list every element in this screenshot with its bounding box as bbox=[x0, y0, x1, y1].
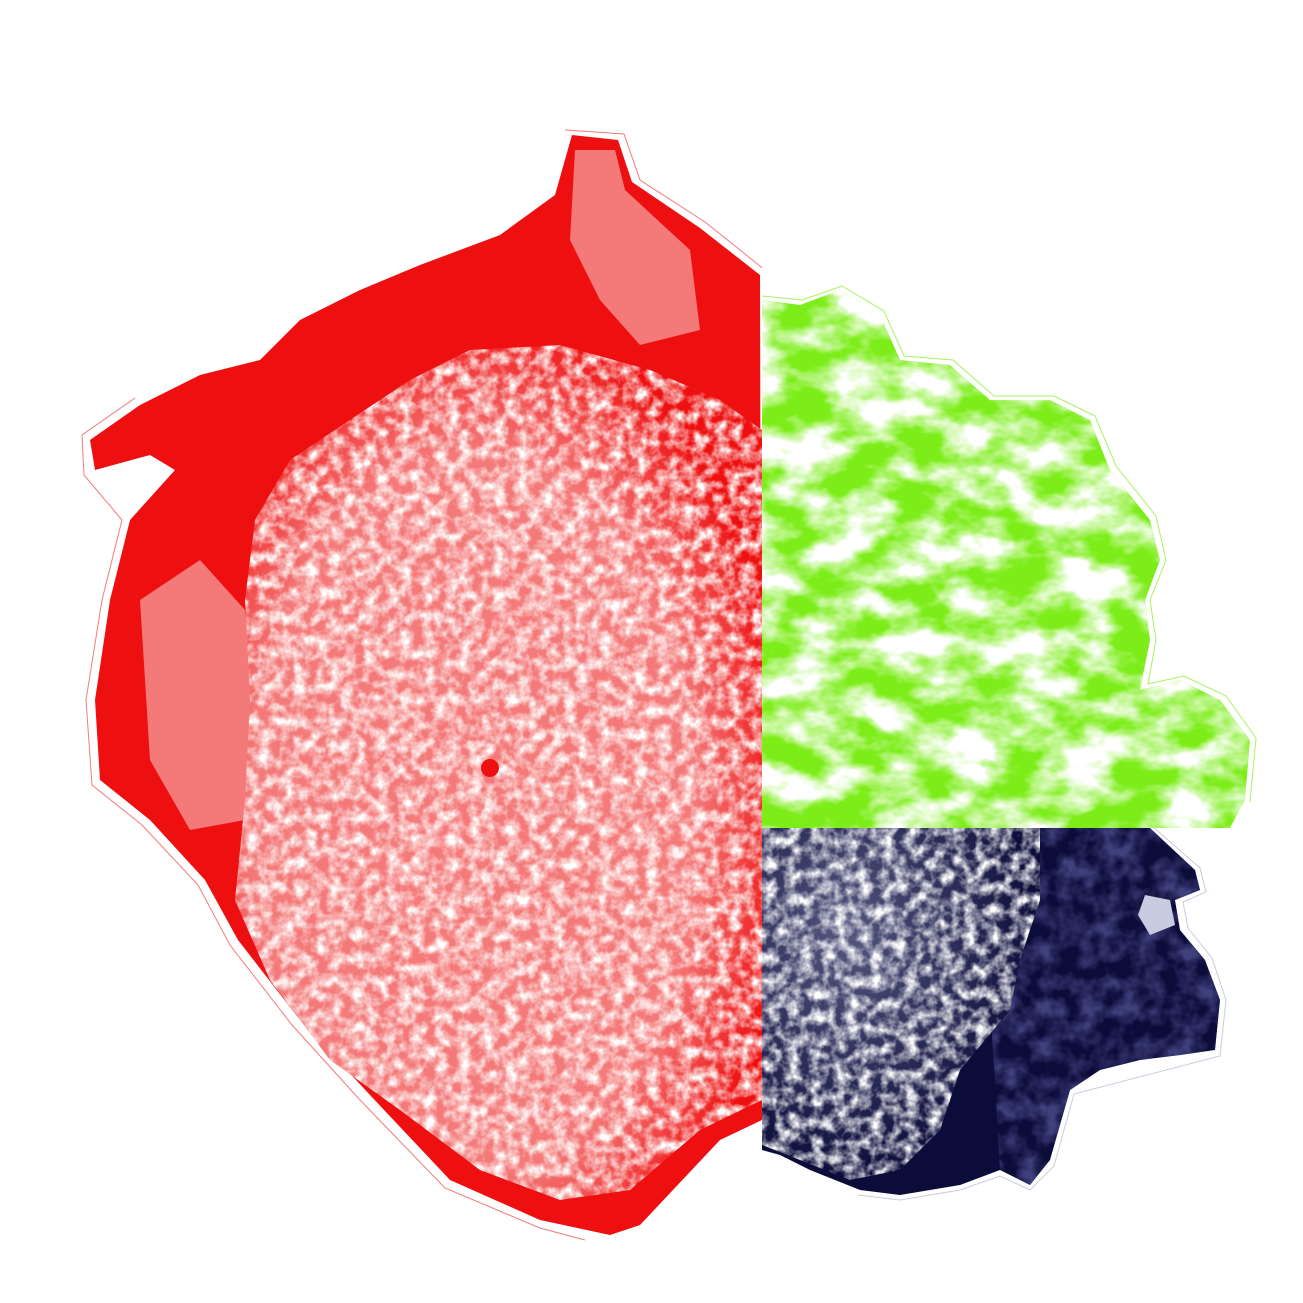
romanesco-left-leaf-rib-top bbox=[570, 150, 700, 345]
romanesco-br-outline bbox=[857, 828, 1227, 1201]
romanesco-br-stem bbox=[1138, 895, 1175, 935]
romanesco-br-florets bbox=[762, 828, 1040, 1180]
romanesco-left-panel bbox=[81, 129, 762, 1241]
lettuce-outline bbox=[762, 285, 1257, 803]
romanesco-left-outline bbox=[81, 129, 762, 1241]
romanesco-left-florets bbox=[235, 345, 762, 1200]
romanesco-bottom-right-panel bbox=[762, 828, 1227, 1201]
romanesco-left-center-spot bbox=[481, 759, 499, 777]
romanesco-left-leaf-rib-side bbox=[140, 560, 260, 830]
lettuce-ruffles bbox=[762, 290, 1250, 828]
lettuce-top-right-panel bbox=[762, 285, 1257, 828]
